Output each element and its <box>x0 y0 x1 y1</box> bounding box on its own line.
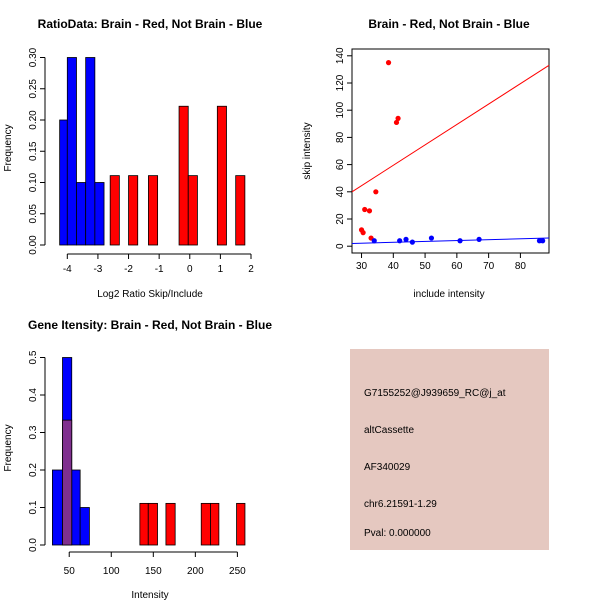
histogram-bar <box>71 469 81 546</box>
info-line: altCassette <box>364 425 414 436</box>
info-line: G7155252@J939659_RC@j_at <box>364 388 506 399</box>
x-tick-label: 200 <box>187 566 204 577</box>
histogram-bar <box>85 57 96 246</box>
histogram-bar <box>109 175 120 246</box>
histogram-bar <box>139 502 149 546</box>
scatter-point <box>540 238 546 244</box>
y-tick-label: 0.30 <box>28 47 39 67</box>
x-tick-label: 150 <box>145 566 162 577</box>
x-tick-label: 50 <box>64 566 76 577</box>
chart-title: RatioData: Brain - Red, Not Brain - Blue <box>38 17 263 31</box>
histogram-bar <box>216 105 227 246</box>
chart-title: Gene Itensity: Brain - Red, Not Brain - … <box>28 318 272 332</box>
y-tick-label: 80 <box>335 131 346 143</box>
scatter-point <box>397 238 403 244</box>
scatter-point <box>360 230 366 236</box>
x-tick-label: 60 <box>451 261 463 272</box>
chart-title: Brain - Red, Not Brain - Blue <box>368 17 530 31</box>
y-tick-label: 0.3 <box>28 425 39 439</box>
histogram-bar <box>178 105 189 246</box>
gene-intensity-histogram: Gene Itensity: Brain - Red, Not Brain - … <box>3 318 272 600</box>
histogram-bar <box>52 469 63 546</box>
info-line: Pval: 0.000000 <box>364 528 431 539</box>
histogram-bar <box>62 419 73 546</box>
intensity-scatter: Brain - Red, Not Brain - Blue 30 40 50 60 70 8… <box>302 17 550 300</box>
y-tick-label: 140 <box>335 47 346 64</box>
histogram-bar <box>147 502 158 546</box>
histogram-bar <box>79 507 90 546</box>
y-tick-label: 0.15 <box>28 141 39 161</box>
scatter-point <box>409 239 415 245</box>
y-tick-label: 60 <box>335 159 346 171</box>
histogram-bar <box>94 182 105 246</box>
histogram-bar <box>148 175 159 246</box>
y-tick-label: 0 <box>335 243 346 249</box>
x-tick-label: 0 <box>187 264 193 275</box>
y-tick-label: 0.5 <box>28 350 39 364</box>
x-tick-label: -1 <box>155 264 164 275</box>
x-tick-label: 30 <box>356 261 368 272</box>
y-tick-label: 100 <box>335 101 346 118</box>
y-tick-label: 0.0 <box>28 538 39 552</box>
y-axis-label: Frequency <box>3 124 14 171</box>
y-tick-label: 120 <box>335 74 346 91</box>
info-panel: G7155252@J939659_RC@j_at altCassette AF340… <box>350 349 549 550</box>
histogram-bar <box>59 119 68 246</box>
x-tick-label: -3 <box>93 264 102 275</box>
y-tick-label: 0.1 <box>28 500 39 514</box>
x-tick-label: 1 <box>218 264 224 275</box>
y-tick-label: 20 <box>335 213 346 225</box>
y-tick-label: 0.10 <box>28 172 39 192</box>
x-axis-label: Log2 Ratio Skip/Include <box>97 289 203 300</box>
x-axis-label: Intensity <box>131 590 168 600</box>
histogram-bar <box>210 502 220 546</box>
x-tick-label: 250 <box>229 566 246 577</box>
x-tick-label: 50 <box>420 261 432 272</box>
info-panel-background <box>350 349 549 550</box>
scatter-point <box>371 238 377 244</box>
y-axis-label: Frequency <box>3 424 14 471</box>
x-tick-label: -2 <box>124 264 133 275</box>
scatter-point <box>403 236 409 242</box>
y-tick-label: 0.2 <box>28 463 39 477</box>
scatter-point <box>457 238 463 244</box>
fit-line <box>351 237 550 244</box>
x-tick-label: 80 <box>515 261 527 272</box>
scatter-point <box>428 235 435 241</box>
histogram-bar <box>236 502 246 546</box>
x-tick-label: -4 <box>63 264 72 275</box>
y-tick-label: 0.05 <box>28 204 39 224</box>
y-axis-label: skip intensity <box>302 122 313 179</box>
scatter-point <box>476 236 482 242</box>
y-tick-label: 0.20 <box>28 110 39 130</box>
scatter-point <box>393 119 400 126</box>
x-axis-label: include intensity <box>413 289 484 300</box>
y-tick-label: 0.4 <box>28 388 39 402</box>
ratio-histogram: RatioData: Brain - Red, Not Brain - Blue… <box>3 17 263 300</box>
info-line: AF340029 <box>364 462 411 473</box>
scatter-point <box>395 115 401 121</box>
histogram-bar <box>76 182 87 246</box>
info-line: chr6.21591-1.29 <box>364 499 437 510</box>
x-tick-label: 100 <box>103 566 120 577</box>
y-tick-label: 40 <box>335 186 346 198</box>
scatter-point <box>366 208 373 214</box>
plot-frame <box>351 48 550 254</box>
y-tick-label: 0.00 <box>28 235 39 255</box>
x-tick-label: 70 <box>483 261 495 272</box>
histogram-bar <box>128 175 139 246</box>
scatter-point <box>373 189 379 195</box>
scatter-point <box>362 206 368 213</box>
fit-line <box>351 64 550 193</box>
x-tick-label: 2 <box>248 264 254 275</box>
y-tick-label: 0.25 <box>28 79 39 99</box>
histogram-bar <box>235 175 246 246</box>
x-tick-label: 40 <box>388 261 400 272</box>
histogram-bar <box>200 502 211 546</box>
histogram-bar <box>66 57 77 246</box>
histogram-bar <box>165 502 176 546</box>
histogram-bar <box>187 175 198 246</box>
scatter-point <box>385 60 392 66</box>
